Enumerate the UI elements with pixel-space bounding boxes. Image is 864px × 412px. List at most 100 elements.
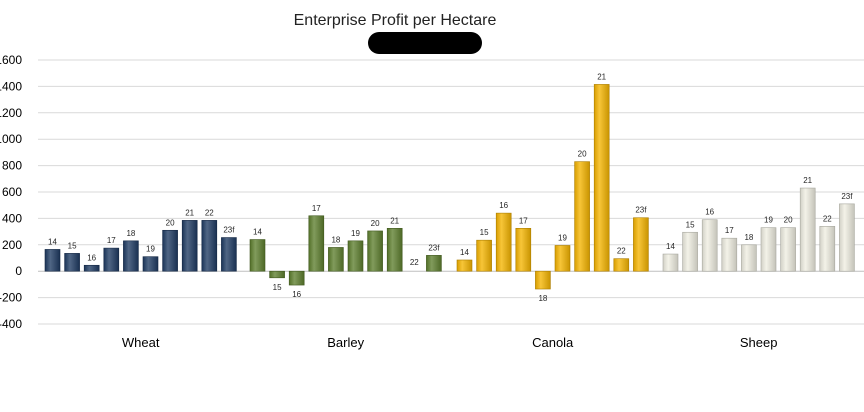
data-label: 15	[68, 241, 77, 250]
data-label: 14	[666, 242, 675, 251]
bar-sheep-16	[701, 219, 718, 272]
bar-canola-16	[495, 212, 512, 272]
data-label: 23f	[223, 226, 235, 235]
data-label: 18	[126, 229, 135, 238]
data-label: 15	[686, 220, 695, 229]
y-tick-label: -400	[0, 317, 22, 331]
bar-wheat-20	[162, 229, 178, 272]
bar-wheat-19	[142, 256, 159, 272]
bar-sheep-18	[741, 244, 757, 272]
y-tick-label: 600	[2, 185, 22, 199]
bar-barley-20	[367, 230, 383, 272]
data-labels: 14 15 16 17 18 19 20 21 22 23f 14 15 16 17 18 19 20 21 22 2…	[48, 72, 853, 303]
category-label-barley: Barley	[327, 335, 364, 350]
bar-canola-15	[476, 239, 492, 272]
data-label: 23f	[841, 192, 853, 201]
data-label: 22	[410, 258, 419, 267]
data-label: 19	[558, 233, 567, 242]
bars	[44, 84, 855, 290]
bar-canola-21	[593, 84, 610, 272]
bar-wheat-23f	[221, 237, 237, 272]
data-label: 22	[205, 208, 214, 217]
category-label-sheep: Sheep	[740, 335, 778, 350]
bar-canola-18	[535, 270, 551, 290]
y-tick-label: 200	[2, 238, 22, 252]
data-label: 23f	[635, 206, 647, 215]
data-label: 16	[87, 253, 96, 262]
data-label: 21	[390, 216, 399, 225]
y-tick-label: 1600	[0, 53, 22, 67]
category-label-wheat: Wheat	[122, 335, 160, 350]
bar-canola-19	[554, 245, 571, 272]
bar-canola-23f	[633, 217, 649, 272]
data-label: 19	[764, 216, 773, 225]
bar-sheep-17	[721, 237, 738, 272]
category-label-canola: Canola	[532, 335, 574, 350]
bar-wheat-21	[181, 220, 198, 272]
data-label: 20	[166, 218, 175, 227]
data-label: 15	[273, 283, 282, 292]
y-tick-label: 400	[2, 211, 22, 225]
bar-barley-16	[288, 270, 305, 286]
bar-barley-15	[269, 270, 285, 279]
bar-barley-18	[328, 247, 344, 272]
y-tick-label: -200	[0, 291, 22, 305]
data-label: 21	[185, 208, 194, 217]
data-label: 20	[784, 216, 793, 225]
bar-barley-19	[347, 240, 364, 272]
data-label: 14	[460, 248, 469, 257]
bar-sheep-22	[819, 226, 836, 272]
bar-barley-21	[386, 228, 403, 272]
bar-wheat-22	[201, 220, 218, 272]
y-tick-label: 1400	[0, 79, 22, 93]
bar-canola-14	[456, 259, 473, 272]
data-label: 22	[617, 247, 626, 256]
bar-sheep-23f	[839, 203, 855, 272]
data-label: 17	[107, 236, 116, 245]
bar-sheep-21	[799, 187, 816, 272]
data-label: 17	[312, 204, 321, 213]
y-tick-label: 1200	[0, 106, 22, 120]
category-labels: Wheat Barley Canola Sheep	[122, 335, 778, 350]
data-label: 18	[331, 235, 340, 244]
y-tick-label: 0	[15, 264, 22, 278]
y-tick-label: 800	[2, 159, 22, 173]
bar-wheat-16	[83, 264, 100, 272]
data-label: 20	[578, 150, 587, 159]
data-label: 17	[519, 216, 528, 225]
data-label: 18	[744, 233, 753, 242]
bar-canola-22	[613, 258, 630, 272]
data-label: 15	[480, 228, 489, 237]
bar-barley-14	[249, 239, 266, 272]
bar-wheat-15	[64, 253, 80, 272]
bar-sheep-15	[682, 231, 698, 272]
data-label: 19	[351, 229, 360, 238]
bar-wheat-18	[123, 240, 139, 272]
bar-barley-23f	[426, 255, 442, 272]
bar-sheep-14	[662, 253, 679, 272]
data-label: 14	[48, 237, 57, 246]
bar-canola-20	[574, 161, 590, 272]
data-label: 18	[538, 294, 547, 303]
chart-title: Enterprise Profit per Hectare	[294, 12, 497, 29]
data-label: 21	[803, 176, 812, 185]
bar-wheat-17	[103, 247, 120, 272]
data-label: 20	[371, 219, 380, 228]
data-label: 16	[499, 201, 508, 210]
data-label: 14	[253, 228, 262, 237]
data-label: 16	[292, 290, 301, 299]
data-label: 17	[725, 226, 734, 235]
bar-wheat-14	[44, 249, 61, 272]
data-label: 21	[597, 72, 606, 81]
data-label: 16	[705, 208, 714, 217]
data-label: 23f	[428, 243, 440, 252]
redaction-block	[368, 32, 482, 54]
gridlines	[38, 59, 864, 325]
y-axis-ticks: -400 -200 0 200 400 600 800 1000 1200 1400 1600	[0, 53, 22, 331]
data-label: 22	[823, 214, 832, 223]
bar-canola-17	[515, 228, 532, 272]
bar-sheep-19	[760, 227, 777, 272]
y-tick-label: 1000	[0, 132, 22, 146]
bar-sheep-20	[780, 227, 796, 272]
